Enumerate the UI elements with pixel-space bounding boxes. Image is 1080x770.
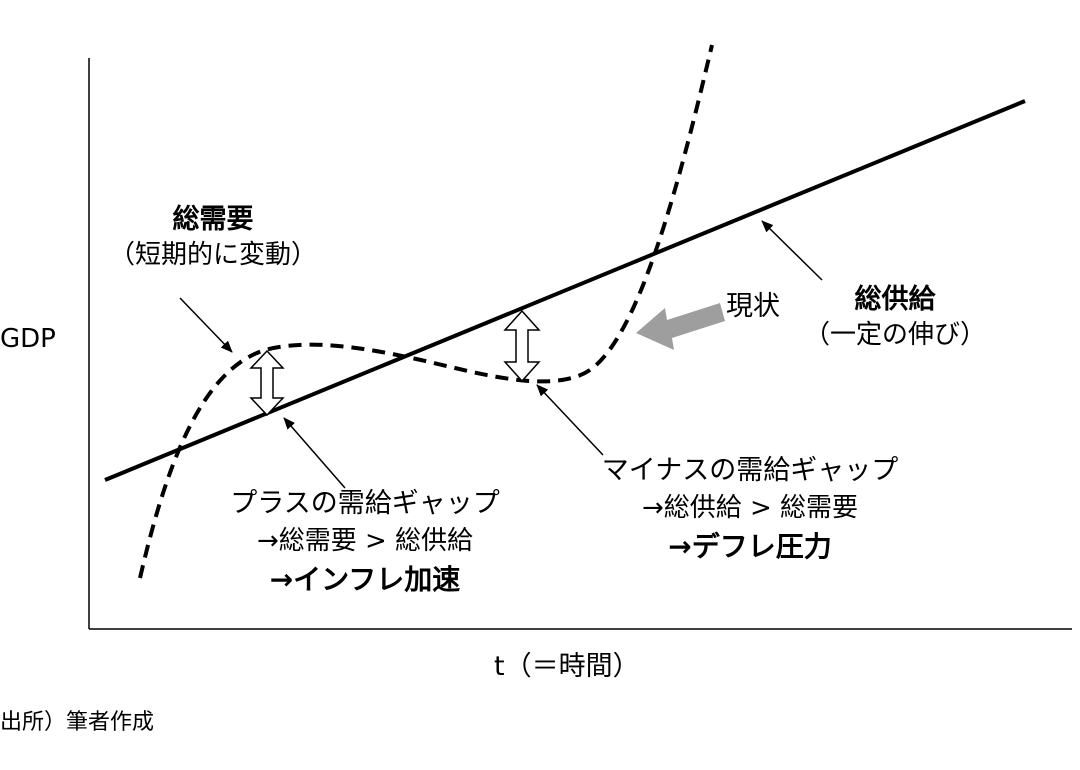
- aggregate-demand-curve: [138, 44, 714, 579]
- positive-gap-line1: プラスの需給ギャップ: [230, 488, 500, 519]
- negative-gap-label: マイナスの需給ギャップ →総供給 > 総需要 →デフレ圧力: [560, 455, 940, 563]
- positive-gap-double-arrow: [249, 349, 285, 417]
- positive-gap-line3: →インフレ加速: [269, 562, 461, 596]
- negative-gap-pointer-arrow: [536, 384, 604, 456]
- supply-pointer-arrow: [761, 220, 823, 281]
- positive-gap-label: プラスの需給ギャップ →総需要 > 総供給 →インフレ加速: [190, 488, 540, 596]
- positive-gap-pointer-arrow: [283, 417, 346, 489]
- current-state-label: 現状: [726, 291, 780, 322]
- aggregate-supply-title: 総供給: [854, 284, 936, 315]
- positive-gap-line2: →総需要 > 総供給: [256, 526, 474, 557]
- aggregate-supply-subtitle: （一定の伸び）: [803, 320, 986, 351]
- aggregate-demand-label: 総需要 （短期的に変動）: [88, 204, 338, 271]
- source-note: 出所）筆者作成: [0, 710, 155, 735]
- negative-gap-line3: →デフレ圧力: [668, 529, 832, 563]
- negative-gap-line1: マイナスの需給ギャップ: [601, 455, 899, 486]
- x-axis-label: t（＝時間）: [494, 651, 640, 682]
- aggregate-supply-line: [104, 99, 1026, 482]
- negative-gap-double-arrow: [503, 309, 541, 383]
- negative-gap-line2: →総供給 > 総需要: [641, 493, 859, 524]
- demand-pointer-arrow: [179, 297, 233, 353]
- aggregate-supply-label: 総供給 （一定の伸び）: [790, 284, 1000, 351]
- aggregate-demand-title: 総需要: [172, 204, 254, 235]
- y-axis-label: GDP: [0, 324, 56, 354]
- current-state-arrow: [636, 303, 725, 350]
- aggregate-demand-subtitle: （短期的に変動）: [108, 240, 317, 271]
